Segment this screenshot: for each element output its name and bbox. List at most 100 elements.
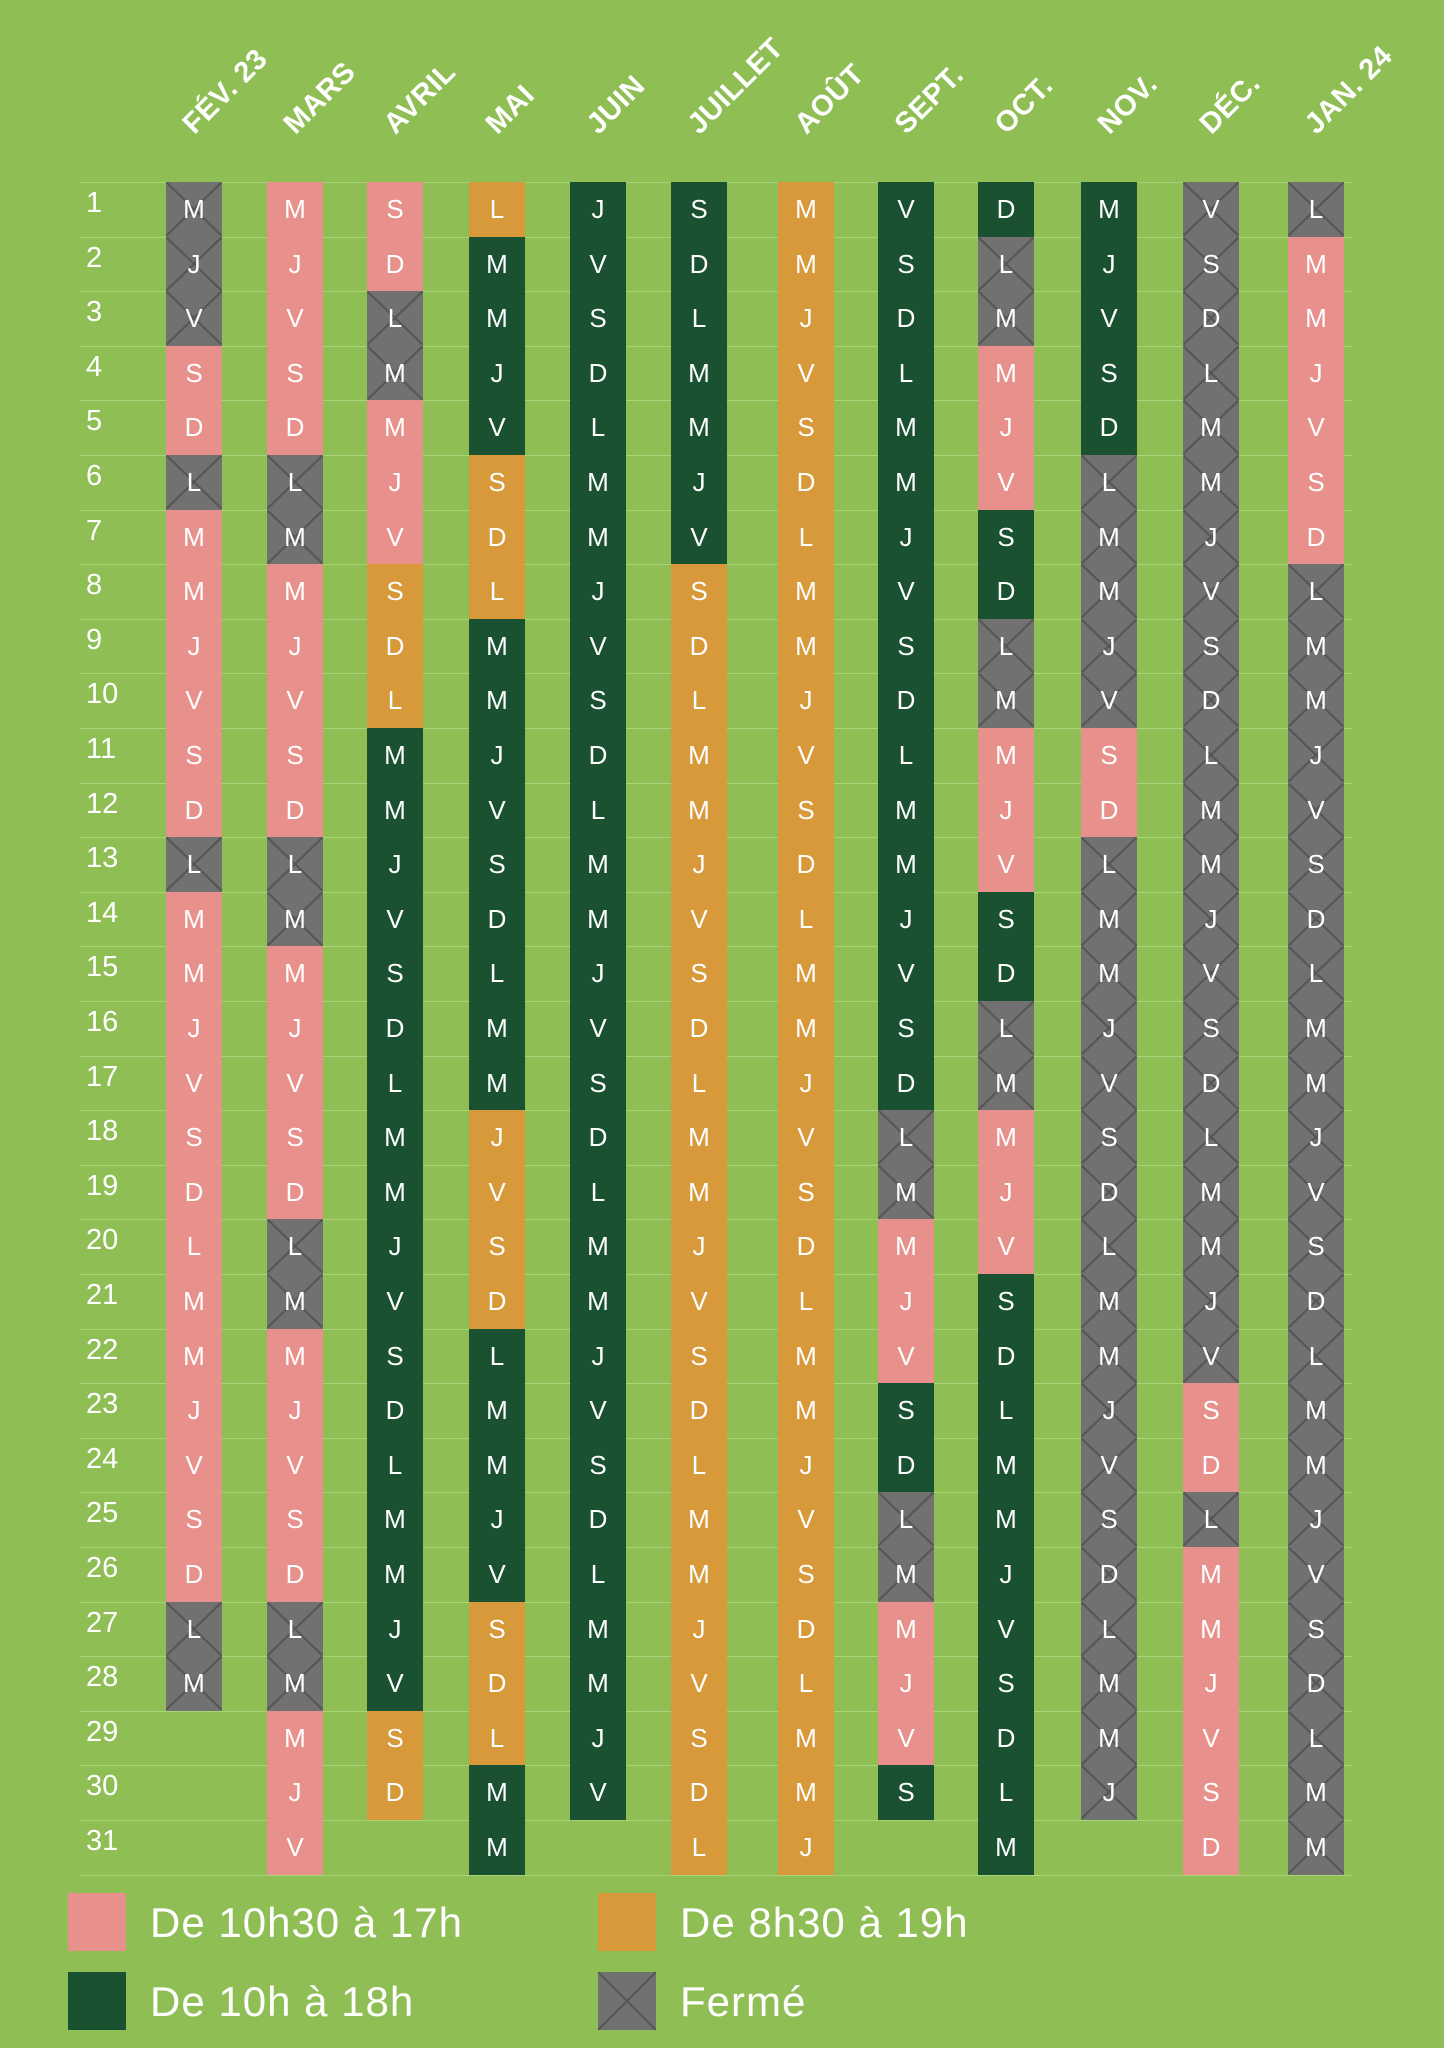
day-number: 2 [86,242,103,274]
weekday-letter: M [284,1341,306,1371]
closed-day-cell: L [878,1492,934,1547]
weekday-letter: V [185,685,203,715]
weekday-letter: S [897,1777,915,1807]
day-cell: S [1183,1383,1239,1438]
weekday-letter: D [184,1559,204,1589]
weekday-letter: S [897,249,915,279]
day-cell: M [778,237,834,291]
day-number: 29 [86,1716,119,1748]
closed-day-cell: S [1183,237,1239,291]
weekday-letter: L [1308,1341,1324,1371]
weekday-letter: M [1098,958,1120,988]
weekday-letter: M [1200,1231,1222,1261]
day-cell: J [570,946,626,1001]
day-cell: M [570,1219,626,1274]
closed-day-cell: M [1288,1001,1344,1056]
day-cell: D [1081,400,1137,455]
weekday-letter: J [1204,1286,1218,1316]
weekday-letter: V [997,849,1015,879]
weekday-letter: M [688,1504,710,1534]
weekday-letter: J [899,1286,913,1316]
day-cell: J [671,455,727,510]
weekday-letter: M [1305,1013,1327,1043]
weekday-letter: D [689,1395,709,1425]
day-cell: M [978,1438,1034,1492]
day-cell: M [570,1656,626,1711]
weekday-letter: D [1306,1286,1326,1316]
day-cell: M [570,837,626,892]
day-cell: D [267,1547,323,1602]
month-header: FÉV. 23 [176,42,274,141]
weekday-letter: S [1202,249,1220,279]
weekday-letter: J [490,1504,504,1534]
weekday-letter: J [187,631,201,661]
weekday-letter: D [896,1068,916,1098]
day-cell: D [878,1438,934,1492]
weekday-letter: M [995,1122,1017,1152]
day-cell: L [469,182,525,237]
closed-day-cell: J [1288,728,1344,783]
day-cell: M [1183,1602,1239,1656]
day-cell: D [671,1765,727,1820]
weekday-letter: J [1309,358,1323,388]
day-cell: M [166,1329,222,1383]
closed-day-cell: V [1288,783,1344,837]
day-cell: J [778,673,834,728]
weekday-letter: L [798,1286,814,1316]
day-number: 19 [86,1170,119,1202]
closed-day-cell: L [267,1219,323,1274]
weekday-letter: L [489,1723,505,1753]
day-number: 4 [86,351,103,383]
weekday-letter: L [1101,467,1117,497]
weekday-letter: S [286,740,304,770]
day-cell: S [978,892,1034,946]
day-cell: S [166,346,222,400]
day-cell: J [367,1219,423,1274]
weekday-letter: M [688,740,710,770]
day-cell: D [978,564,1034,619]
weekday-letter: J [388,467,402,497]
day-cell: V [778,728,834,783]
day-cell: J [367,837,423,892]
weekday-letter: M [384,1559,406,1589]
day-cell: S [367,946,423,1001]
day-cell: L [978,1383,1034,1438]
weekday-letter: J [1102,1395,1116,1425]
day-cell: J [367,1602,423,1656]
weekday-letter: S [797,795,815,825]
day-cell: J [978,1547,1034,1602]
weekday-letter: V [185,1450,203,1480]
weekday-letter: S [1100,358,1118,388]
day-cell: M [367,1110,423,1165]
day-number: 23 [86,1388,119,1420]
weekday-letter: M [995,1504,1017,1534]
weekday-letter: V [690,1668,708,1698]
day-cell: S [570,291,626,346]
day-cell: D [978,946,1034,1001]
day-cell: S [978,1656,1034,1711]
day-cell: M [778,1001,834,1056]
closed-day-cell: M [978,291,1034,346]
day-cell: M [367,783,423,837]
weekday-letter: L [691,685,707,715]
weekday-letter: M [587,467,609,497]
closed-day-cell: V [1081,673,1137,728]
day-cell: D [469,892,525,946]
day-cell: M [671,728,727,783]
weekday-letter: J [490,1122,504,1152]
weekday-letter: J [999,412,1013,442]
day-cell: M [570,1602,626,1656]
day-cell: M [878,400,934,455]
day-cell: L [570,1547,626,1602]
weekday-letter: S [997,522,1015,552]
weekday-letter: L [590,795,606,825]
weekday-letter: V [997,1231,1015,1261]
weekday-letter: L [287,1614,303,1644]
weekday-letter: S [690,1723,708,1753]
closed-day-cell: S [1081,1492,1137,1547]
weekday-letter: V [1100,303,1118,333]
weekday-letter: V [488,1559,506,1589]
day-cell: M [671,346,727,400]
weekday-letter: L [998,1395,1014,1425]
weekday-letter: J [591,1341,605,1371]
